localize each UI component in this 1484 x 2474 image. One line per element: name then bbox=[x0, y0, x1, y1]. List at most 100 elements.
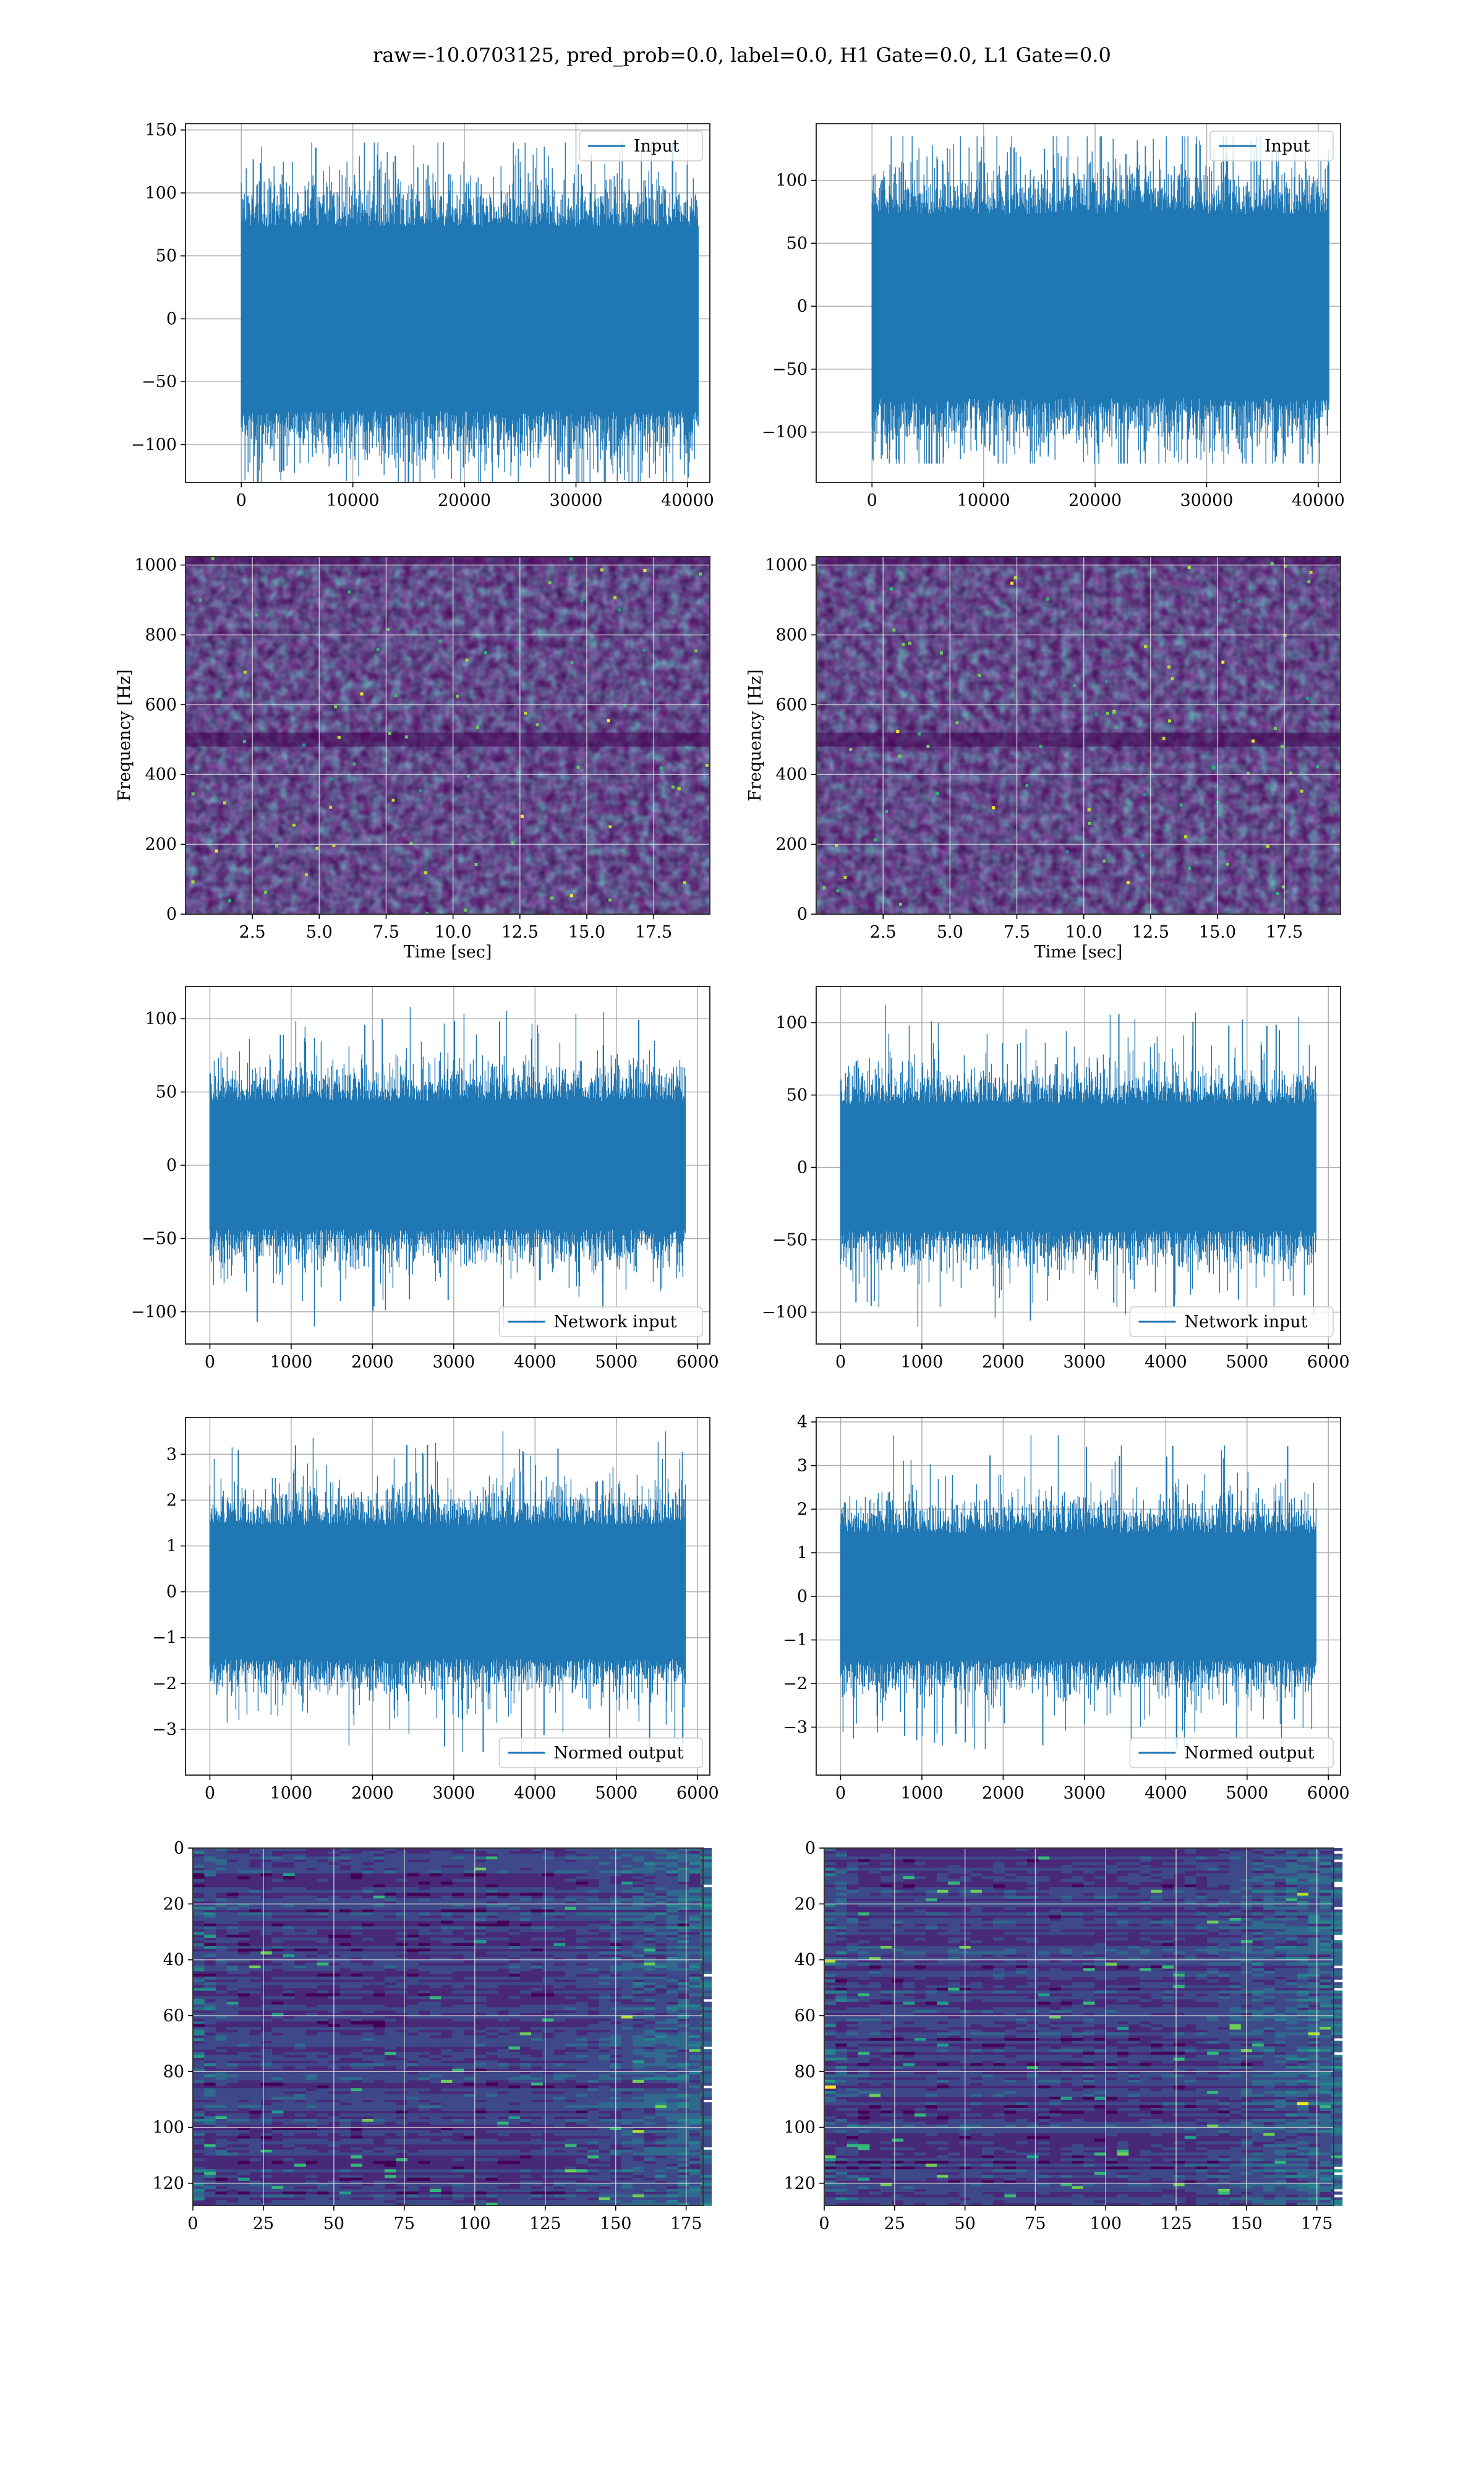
feature-map-cell bbox=[193, 2175, 205, 2178]
x-tick-label: 20000 bbox=[438, 491, 491, 510]
feature-map-cell bbox=[633, 1974, 644, 1977]
feature-map-cell bbox=[678, 1985, 689, 1988]
spectrogram-speck bbox=[902, 643, 905, 646]
feature-map-cell bbox=[678, 1867, 689, 1871]
feature-map-cell bbox=[576, 2138, 588, 2142]
feature-map-cell bbox=[373, 1954, 385, 1958]
feature-map-cell bbox=[644, 2166, 656, 2170]
feature-map-cell bbox=[587, 2133, 599, 2136]
feature-map-cell bbox=[1128, 1890, 1140, 1893]
feature-map-cell bbox=[565, 1965, 577, 1969]
feature-map-cell bbox=[237, 2113, 250, 2117]
feature-map-cell bbox=[700, 2119, 712, 2123]
y-tick-label: 3 bbox=[166, 1445, 177, 1464]
spectrogram-speck bbox=[1281, 745, 1284, 748]
feature-map-cell bbox=[204, 2105, 216, 2108]
feature-map-cell bbox=[1320, 1876, 1331, 1880]
feature-map-cell bbox=[215, 1890, 228, 1893]
feature-map-cell bbox=[1308, 1881, 1320, 1885]
feature-map-cell bbox=[249, 1856, 261, 1860]
x-tick-label: 12.5 bbox=[1132, 923, 1169, 942]
feature-map-cell bbox=[666, 2127, 678, 2131]
feature-map-cell bbox=[305, 2079, 318, 2083]
feature-map-cell bbox=[463, 2121, 475, 2125]
feature-map-cell bbox=[1297, 1887, 1309, 1891]
feature-map-cell bbox=[441, 1898, 453, 1902]
feature-map-cell bbox=[204, 2057, 216, 2061]
feature-map-cell bbox=[204, 1912, 216, 1915]
feature-map-cell bbox=[903, 1884, 915, 1888]
feature-map-cell bbox=[666, 1993, 678, 1997]
feature-map-cell bbox=[508, 2169, 521, 2173]
feature-map-cell bbox=[633, 1862, 644, 1865]
feature-map-cell bbox=[362, 2007, 374, 2011]
feature-map-cell bbox=[396, 2130, 407, 2134]
feature-map-cell bbox=[1094, 1904, 1106, 1907]
feature-map-cell bbox=[226, 1906, 239, 1910]
feature-map-cell bbox=[237, 1968, 250, 1972]
feature-map-cell bbox=[508, 2035, 521, 2039]
feature-map-cell bbox=[441, 2027, 453, 2031]
feature-map-cell bbox=[215, 2018, 228, 2022]
feature-map-cell bbox=[452, 2029, 464, 2033]
feature-map-cell bbox=[666, 2144, 678, 2147]
feature-map-cell bbox=[249, 2144, 261, 2147]
feature-map-cell bbox=[283, 2141, 295, 2145]
feature-map-cell bbox=[339, 2004, 351, 2008]
feature-map-cell bbox=[294, 2027, 306, 2031]
feature-map-cell bbox=[892, 1912, 904, 1915]
feature-map-cell bbox=[1320, 1884, 1331, 1888]
feature-map-cell bbox=[407, 1915, 419, 1919]
feature-map-cell bbox=[305, 2094, 318, 2097]
feature-map-cell bbox=[531, 1848, 543, 1852]
feature-map-cell bbox=[666, 1926, 678, 1930]
feature-map-cell bbox=[508, 2027, 521, 2031]
feature-map-cell bbox=[193, 1870, 205, 1874]
feature-map-cell bbox=[486, 2108, 498, 2112]
feature-map-cell bbox=[1274, 1870, 1287, 1874]
feature-map-cell bbox=[305, 2197, 318, 2201]
feature-map-cell bbox=[644, 2066, 656, 2070]
feature-map-cell bbox=[204, 2013, 216, 2016]
feature-map-cell bbox=[689, 1898, 701, 1902]
feature-map-cell bbox=[621, 2029, 633, 2033]
feature-map-cell bbox=[204, 2130, 216, 2134]
feature-map-cell bbox=[226, 2063, 239, 2066]
feature-map-cell bbox=[407, 2040, 419, 2044]
feature-map-cell bbox=[452, 2007, 464, 2011]
feature-map-cell bbox=[294, 2032, 306, 2036]
feature-map-cell bbox=[1195, 1901, 1208, 1904]
spectrogram-speck bbox=[386, 627, 390, 631]
feature-map-cell bbox=[678, 2094, 689, 2097]
feature-map-cell bbox=[700, 2040, 712, 2044]
feature-map-cell bbox=[373, 2099, 385, 2103]
feature-map-cell bbox=[317, 2152, 329, 2156]
feature-map-cell bbox=[452, 2149, 464, 2153]
feature-map-cell bbox=[486, 1906, 498, 1910]
feature-map-cell bbox=[1252, 1878, 1264, 1882]
feature-map-cell bbox=[463, 1926, 475, 1930]
feature-map-cell bbox=[294, 1862, 306, 1865]
feature-map-cell bbox=[283, 1848, 295, 1852]
feature-map-cell bbox=[373, 1856, 385, 1860]
feature-map-cell bbox=[204, 2108, 216, 2112]
feature-map-cell bbox=[644, 2186, 656, 2189]
feature-map-cell bbox=[226, 2194, 239, 2198]
feature-map-cell bbox=[599, 2200, 611, 2204]
feature-map-cell bbox=[678, 2024, 689, 2027]
feature-map-cell bbox=[1263, 1848, 1275, 1852]
feature-map-cell bbox=[678, 2001, 689, 2005]
feature-map-cell bbox=[1139, 1865, 1151, 1868]
feature-map-cell bbox=[1184, 1867, 1196, 1871]
feature-map-cell bbox=[407, 1982, 419, 1985]
feature-map-cell bbox=[283, 1890, 295, 1893]
feature-map-cell bbox=[362, 2049, 374, 2053]
feature-map-cell bbox=[283, 2057, 295, 2061]
feature-map-cell bbox=[226, 2057, 239, 2061]
feature-map-cell bbox=[587, 2186, 599, 2189]
feature-map-cell bbox=[373, 1917, 385, 1921]
feature-map-cell bbox=[429, 2194, 441, 2198]
feature-map-cell bbox=[249, 1965, 261, 1969]
feature-map-cell bbox=[384, 2175, 396, 2178]
feature-map-cell bbox=[576, 1982, 588, 1985]
